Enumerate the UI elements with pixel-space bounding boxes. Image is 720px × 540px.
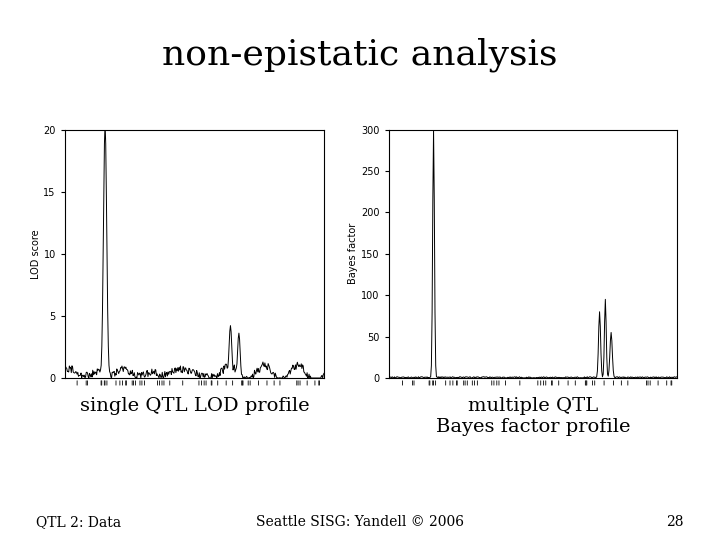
Y-axis label: Bayes factor: Bayes factor: [348, 223, 359, 285]
Text: 28: 28: [667, 515, 684, 529]
Text: Seattle SISG: Yandell © 2006: Seattle SISG: Yandell © 2006: [256, 515, 464, 529]
Text: QTL 2: Data: QTL 2: Data: [36, 515, 121, 529]
Text: non-epistatic analysis: non-epistatic analysis: [162, 38, 558, 72]
Y-axis label: LOD score: LOD score: [31, 229, 40, 279]
Text: single QTL LOD profile: single QTL LOD profile: [80, 397, 309, 415]
Text: multiple QTL
Bayes factor profile: multiple QTL Bayes factor profile: [436, 397, 630, 436]
